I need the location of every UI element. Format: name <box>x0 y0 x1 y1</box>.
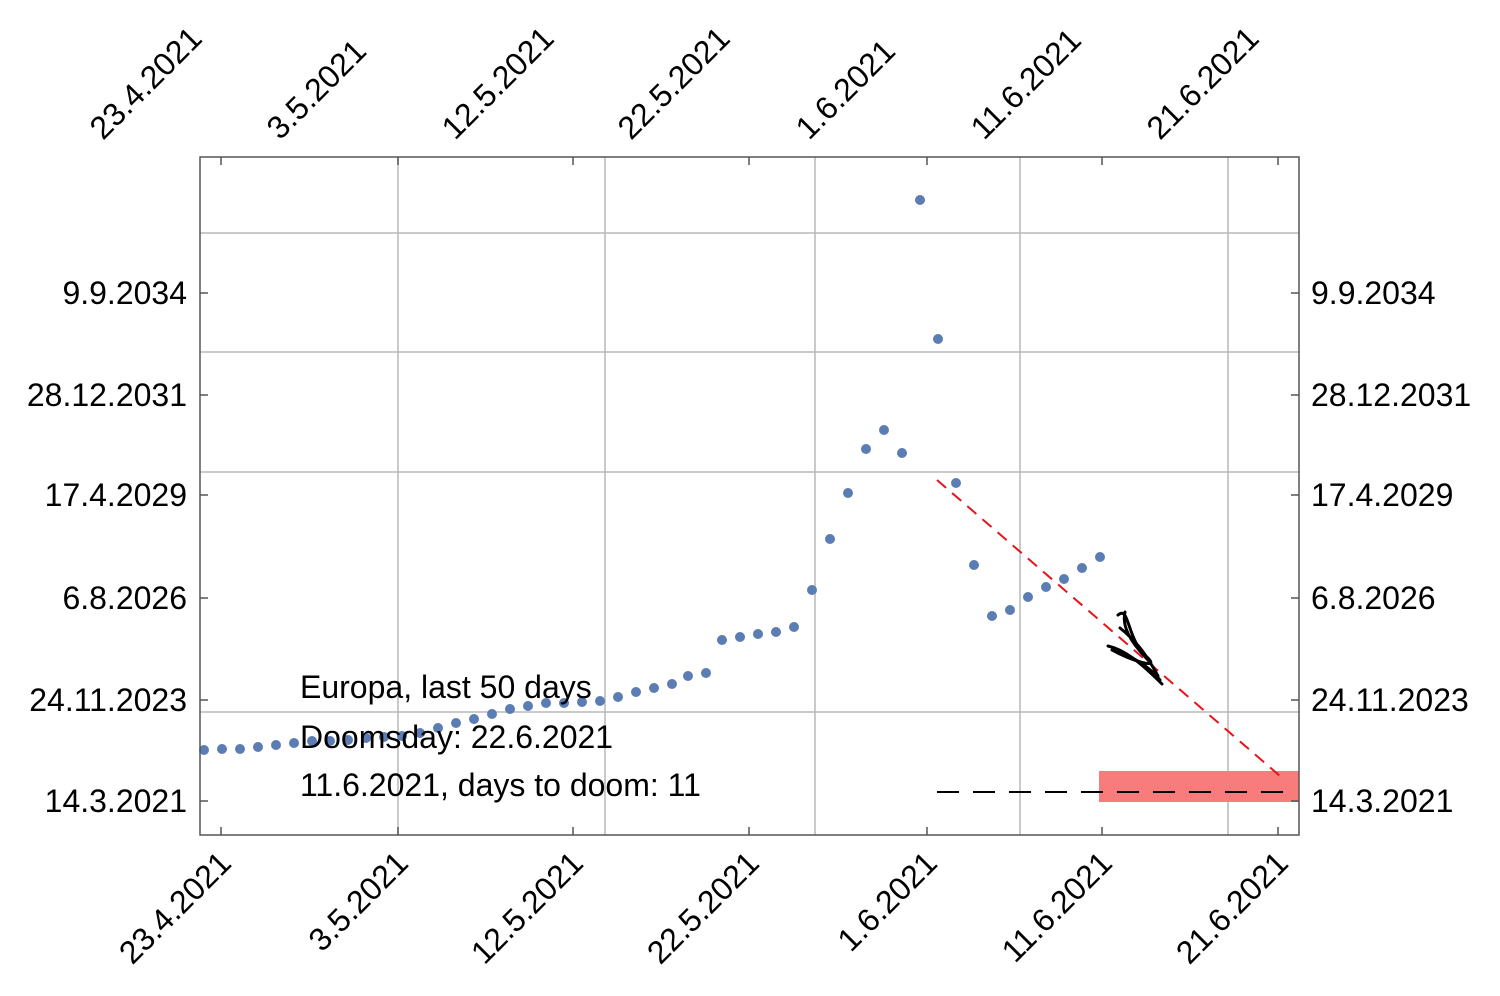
data-point <box>271 740 281 750</box>
data-point <box>915 195 925 205</box>
data-point <box>789 622 799 632</box>
y-tick-label-left: 14.3.2021 <box>45 783 187 819</box>
x-tick-label-top: 3.5.2021 <box>259 32 373 146</box>
marker-layer <box>1106 610 1164 686</box>
y-tick-label-right: 6.8.2026 <box>1311 580 1436 616</box>
data-point <box>235 744 245 754</box>
data-point <box>307 736 317 746</box>
data-point <box>807 585 817 595</box>
x-tick-label-bottom: 21.6.2021 <box>1169 844 1295 970</box>
data-point <box>987 611 997 621</box>
x-tick-label-bottom: 22.5.2021 <box>640 844 766 970</box>
x-tick-label-top: 21.6.2021 <box>1139 20 1265 146</box>
x-tick-label-top: 1.6.2021 <box>788 32 902 146</box>
annotation-line-2: Doomsday: 22.6.2021 <box>300 719 613 755</box>
y-tick-label-left: 24.11.2023 <box>29 682 187 718</box>
data-point <box>595 696 605 706</box>
data-point <box>361 733 371 743</box>
data-point <box>753 629 763 639</box>
x-tick-label-bottom: 12.5.2021 <box>464 844 590 970</box>
data-point <box>701 668 711 678</box>
data-point <box>289 738 299 748</box>
data-point <box>217 744 227 754</box>
y-tick-label-left: 28.12.2031 <box>27 377 187 413</box>
data-point <box>1041 582 1051 592</box>
data-point <box>379 732 389 742</box>
data-point <box>397 731 407 741</box>
grid-layer <box>200 157 1299 835</box>
x-tick-label-top: 23.4.2021 <box>82 20 208 146</box>
data-point <box>825 534 835 544</box>
x-tick-label-bottom: 3.5.2021 <box>301 844 415 958</box>
annotation-line-3: 11.6.2021, days to doom: 11 <box>300 767 701 803</box>
data-point <box>559 698 569 708</box>
x-tick-label-top: 22.5.2021 <box>610 20 736 146</box>
data-point <box>667 679 677 689</box>
tick-layer: 23.4.2021 23.4.2021 3.5.2021 3.5.2021 12.5.2… <box>27 20 1471 971</box>
line-layer <box>936 479 1290 793</box>
data-point <box>771 627 781 637</box>
annotation-line-1: Europa, last 50 days <box>300 669 592 705</box>
data-point <box>325 736 335 746</box>
data-point <box>433 723 443 733</box>
data-point <box>523 701 533 711</box>
y-tick-label-right: 9.9.2034 <box>1311 275 1436 311</box>
data-point <box>253 742 263 752</box>
data-point <box>897 448 907 458</box>
data-point <box>843 488 853 498</box>
data-point <box>199 745 209 755</box>
data-point <box>505 704 515 714</box>
band-layer <box>1099 771 1299 802</box>
trend-line <box>936 479 1281 777</box>
data-point <box>1023 592 1033 602</box>
data-point <box>861 444 871 454</box>
data-point <box>1077 563 1087 573</box>
annotation-layer: Europa, last 50 days Doomsday: 22.6.2021… <box>300 669 701 803</box>
data-point <box>951 478 961 488</box>
y-tick-label-left: 17.4.2029 <box>45 477 187 513</box>
y-tick-label-right: 28.12.2031 <box>1311 377 1471 413</box>
data-point <box>649 683 659 693</box>
scribble-arrow-mark <box>1106 610 1164 686</box>
data-point <box>683 671 693 681</box>
x-tick-label-top: 11.6.2021 <box>963 22 1087 146</box>
y-tick-label-left: 6.8.2026 <box>62 580 187 616</box>
data-point <box>879 425 889 435</box>
x-tick-label-top: 12.5.2021 <box>434 20 560 146</box>
data-point <box>541 698 551 708</box>
data-point <box>451 718 461 728</box>
points-layer <box>199 195 1105 755</box>
data-point <box>717 635 727 645</box>
data-point <box>469 714 479 724</box>
data-point <box>343 735 353 745</box>
data-point <box>933 334 943 344</box>
data-point <box>1095 552 1105 562</box>
data-point <box>631 687 641 697</box>
data-point <box>1005 605 1015 615</box>
data-point <box>969 560 979 570</box>
y-tick-label-left: 9.9.2034 <box>62 275 187 311</box>
x-tick-label-bottom: 11.6.2021 <box>995 844 1119 968</box>
doom-band <box>1099 771 1299 802</box>
data-point <box>487 709 497 719</box>
data-point <box>613 692 623 702</box>
y-tick-label-right: 17.4.2029 <box>1311 477 1453 513</box>
data-point <box>1059 574 1069 584</box>
y-tick-label-right: 14.3.2021 <box>1311 783 1453 819</box>
data-point <box>415 728 425 738</box>
x-tick-label-bottom: 23.4.2021 <box>112 844 238 970</box>
y-tick-label-right: 24.11.2023 <box>1311 682 1469 718</box>
data-point <box>735 632 745 642</box>
data-point <box>577 697 587 707</box>
x-tick-label-bottom: 1.6.2021 <box>830 844 944 958</box>
